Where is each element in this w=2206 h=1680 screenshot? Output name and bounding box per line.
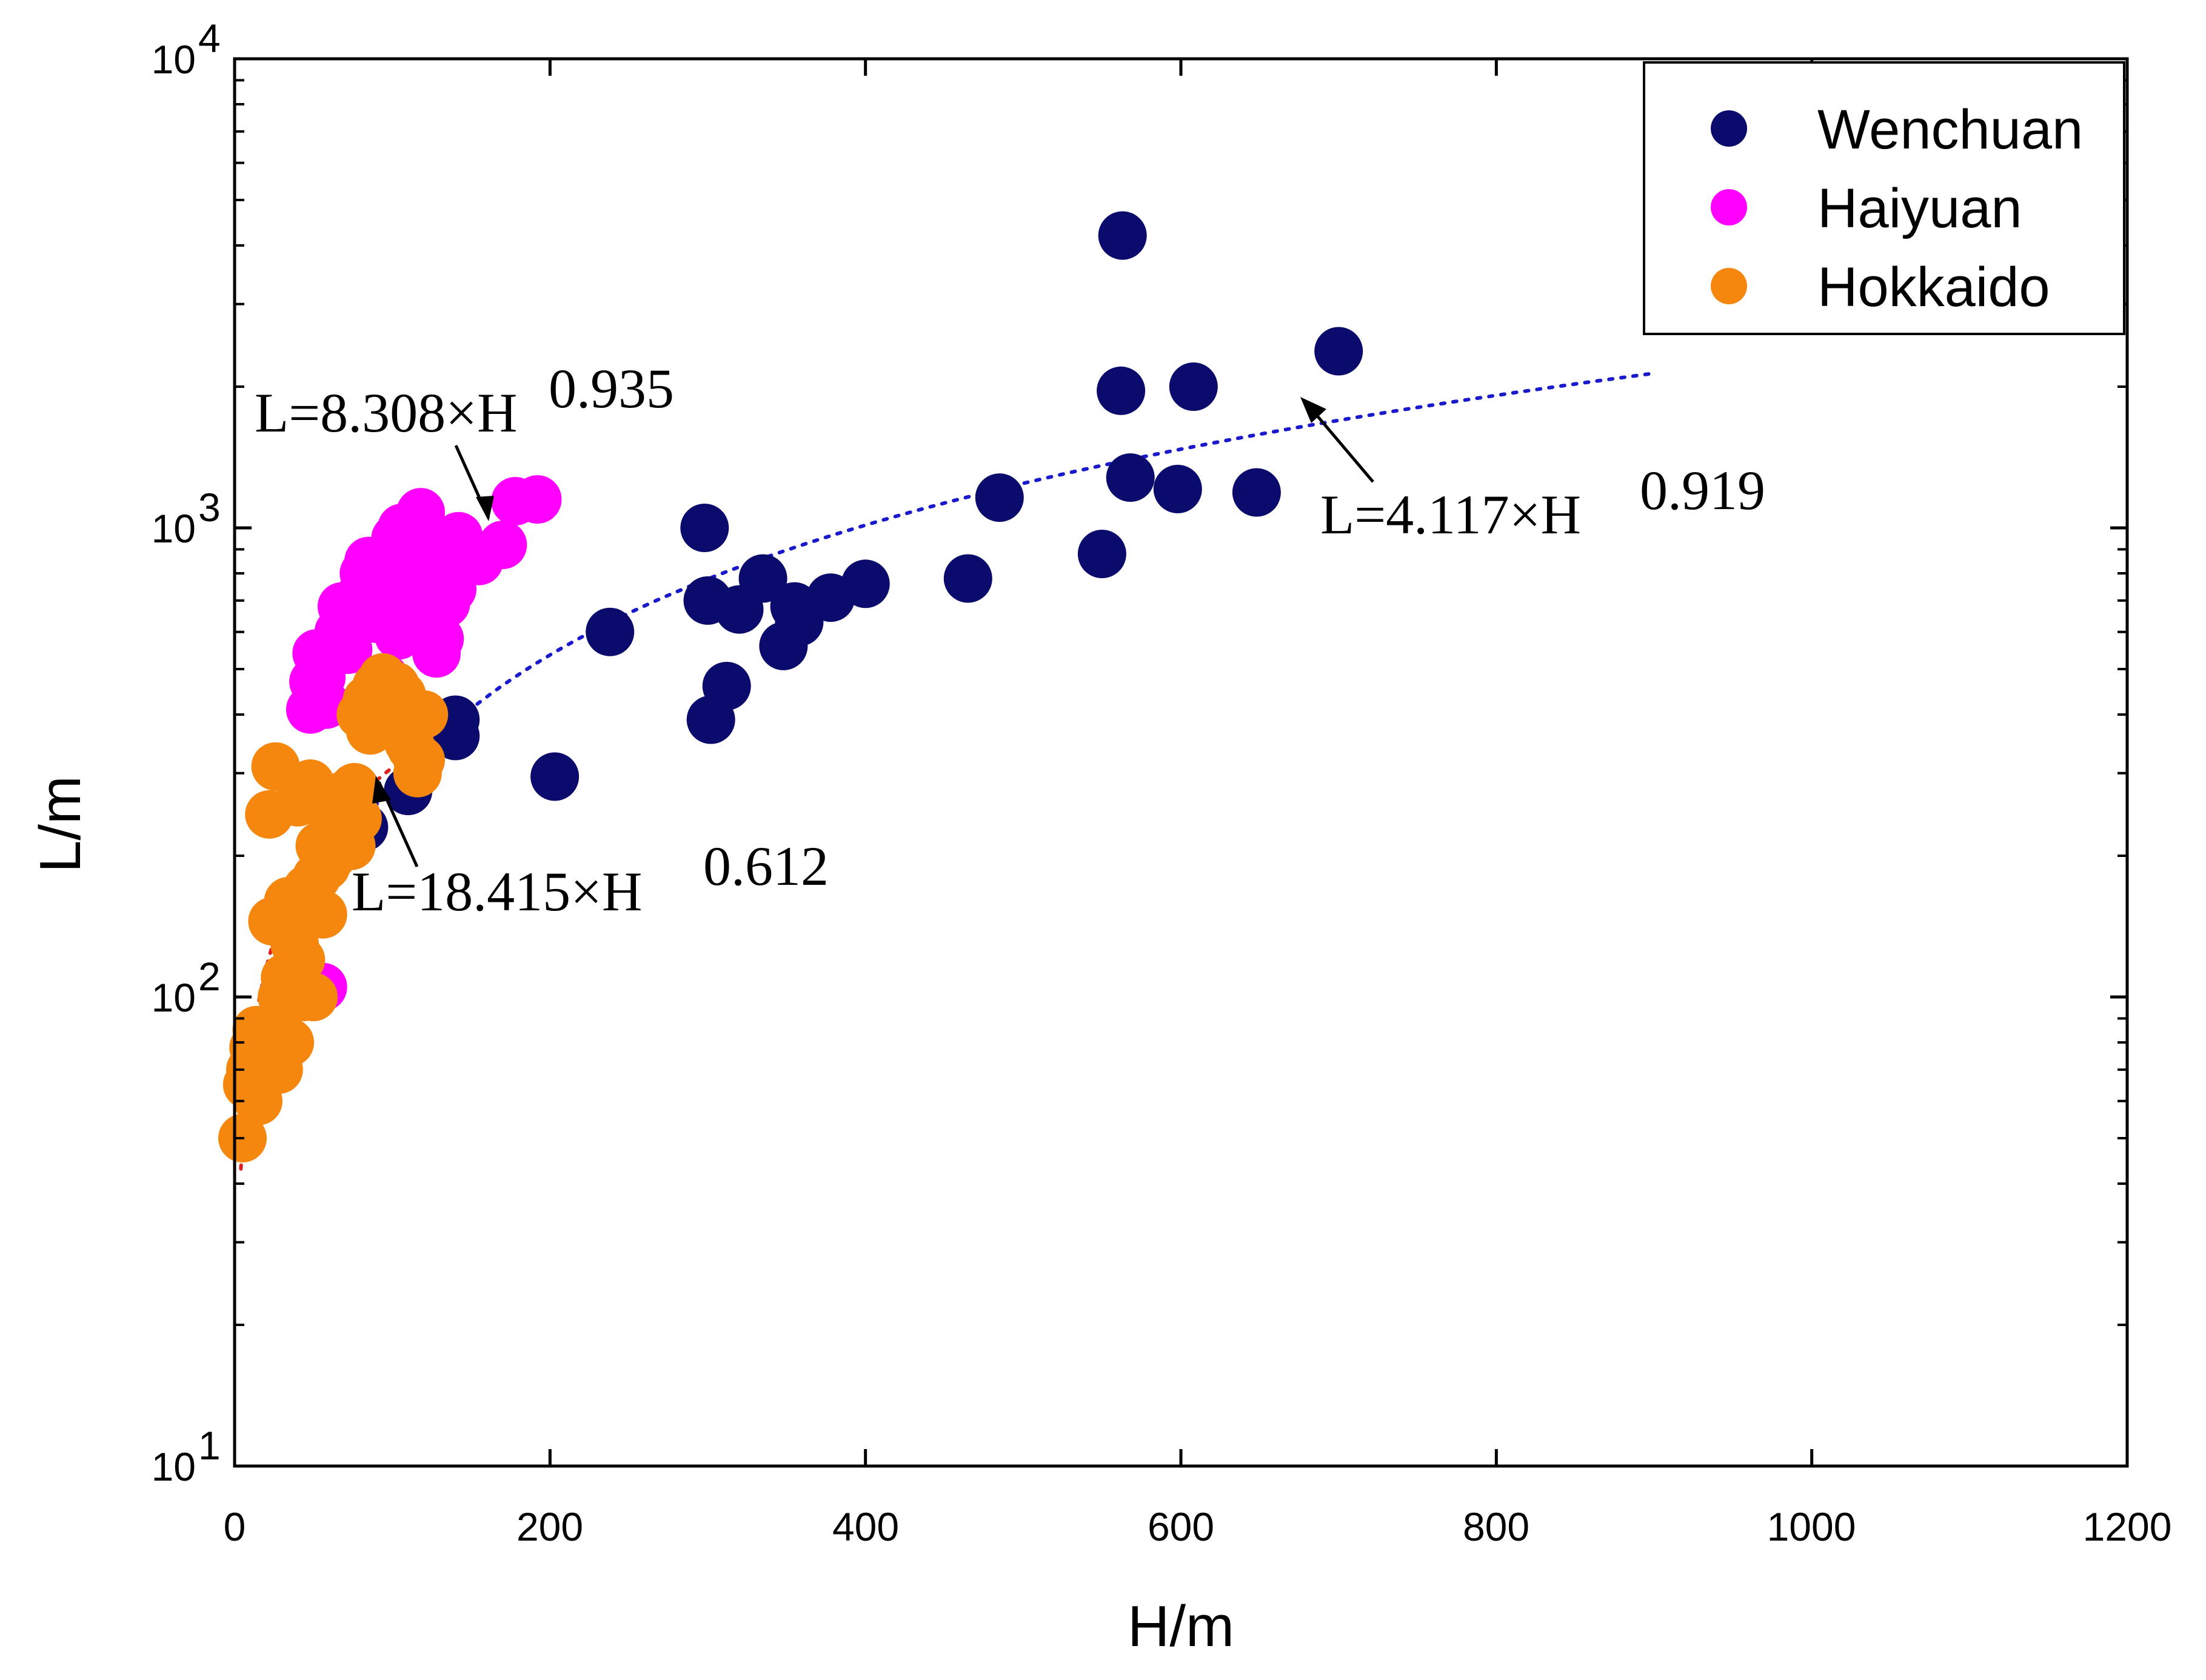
y-tick-exponent: 1 <box>198 1423 221 1468</box>
y-axis-title: L/m <box>28 776 93 873</box>
y-tick-exponent: 4 <box>198 16 221 61</box>
data-point <box>513 475 562 524</box>
fit-equation-exponent: 0.919 <box>1640 459 1765 521</box>
data-point <box>1169 362 1218 411</box>
data-point <box>399 690 449 739</box>
data-point <box>841 559 890 608</box>
annotation-arrowhead <box>476 496 494 521</box>
y-tick-label: 10 <box>152 1444 196 1489</box>
fit-equation-label: L=4.117×H <box>1320 484 1581 545</box>
data-point <box>975 473 1024 522</box>
fit-annotation-hokkaido: L=18.415×H 0.612 <box>352 776 829 922</box>
data-point <box>396 736 445 784</box>
x-tick-label: 600 <box>1148 1504 1214 1549</box>
x-tick-label: 200 <box>516 1504 583 1549</box>
fit-equation-exponent: 0.935 <box>549 358 674 419</box>
data-point <box>333 794 382 843</box>
fit-equation-label: L=18.415×H <box>352 861 642 922</box>
data-point <box>1232 468 1281 517</box>
data-point <box>680 504 729 552</box>
x-tick-labels: 0 200 400 600 800 1000 1200 <box>224 1504 2172 1549</box>
legend-marker-wenchuan <box>1711 110 1747 147</box>
fit-equation-exponent: 0.612 <box>703 835 829 897</box>
x-axis-title: H/m <box>1128 1594 1234 1659</box>
data-points <box>218 211 1363 1162</box>
data-point <box>1314 327 1363 376</box>
data-point <box>586 607 635 656</box>
legend: Wenchuan Haiyuan Hokkaido <box>1643 61 2125 335</box>
y-tick-labels: 10 1 10 2 10 3 10 4 <box>152 16 221 1489</box>
fit-annotation-haiyuan: L=8.308×H 0.935 <box>255 358 674 521</box>
y-tick-label: 10 <box>152 37 196 82</box>
legend-label-hokkaido: Hokkaido <box>1817 256 2050 318</box>
legend-marker-haiyuan <box>1711 189 1747 225</box>
y-tick-label: 10 <box>152 506 196 551</box>
data-point <box>1077 530 1126 578</box>
legend-marker-hokkaido <box>1711 268 1747 304</box>
y-tick-exponent: 3 <box>198 485 221 530</box>
y-tick-exponent: 2 <box>198 954 221 999</box>
x-tick-label: 0 <box>224 1504 246 1549</box>
x-tick-label: 400 <box>832 1504 899 1549</box>
x-tick-label: 1200 <box>2083 1504 2172 1549</box>
x-tick-label: 800 <box>1463 1504 1529 1549</box>
data-point <box>289 973 338 1021</box>
data-point <box>1097 366 1146 415</box>
data-point <box>530 752 580 801</box>
data-point <box>478 521 527 569</box>
data-point <box>276 935 326 984</box>
fit-annotation-wenchuan: L=4.117×H 0.919 <box>1300 397 1765 545</box>
data-point <box>1098 211 1147 260</box>
axis-ticks <box>233 57 2129 1468</box>
annotation-arrowhead <box>372 776 391 804</box>
data-point <box>943 554 992 603</box>
series-hokkaido <box>218 653 449 1162</box>
data-point <box>1106 453 1155 502</box>
fit-equation-label: L=8.308×H <box>255 382 517 444</box>
data-point <box>702 662 751 710</box>
legend-label-wenchuan: Wenchuan <box>1817 99 2083 161</box>
data-point <box>1153 464 1202 513</box>
annotation-arrowhead <box>1300 397 1326 423</box>
y-tick-label: 10 <box>152 975 196 1020</box>
legend-label-haiyuan: Haiyuan <box>1817 178 2022 239</box>
data-point <box>266 1018 315 1067</box>
data-point <box>298 890 347 939</box>
x-tick-label: 1000 <box>1767 1504 1856 1549</box>
data-point <box>738 554 787 603</box>
